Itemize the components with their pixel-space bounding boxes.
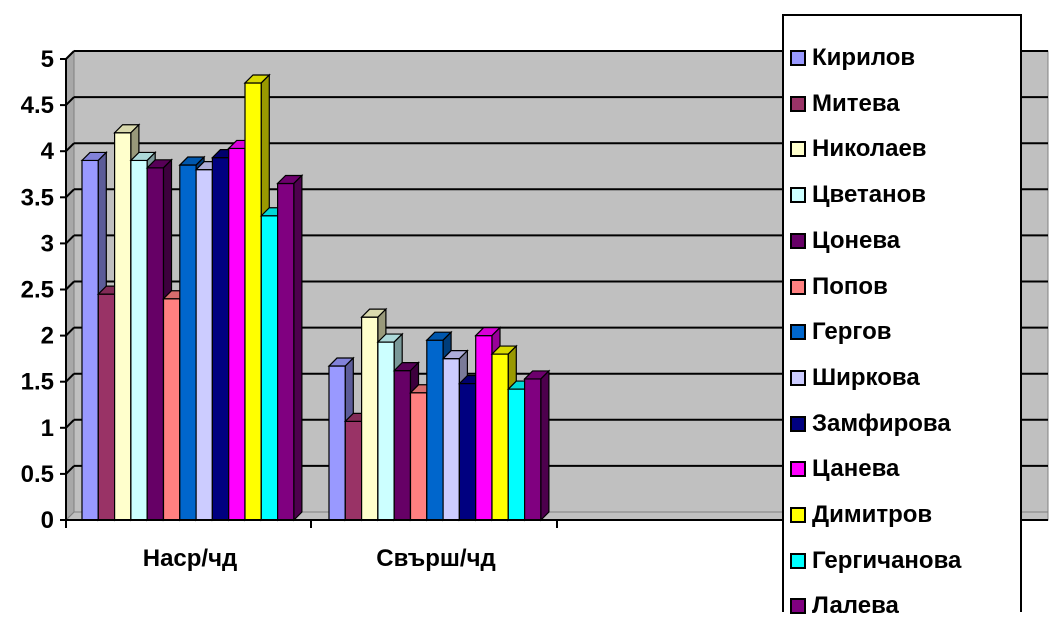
gridline-depth [65,465,75,475]
legend-swatch [790,415,806,432]
legend-item: Попов [790,267,888,307]
legend-label: Николаев [812,135,927,163]
legend-label: Димитров [812,501,933,528]
bar-front [81,159,99,521]
gridline-depth [65,50,75,60]
legend-swatch [790,95,806,112]
legend-swatch [790,461,806,478]
bar-front [211,157,230,521]
legend-label: Гергичанова [812,546,962,574]
legend-item: Гергичанова [790,541,961,581]
y-tick-label: 0.5 [21,461,54,488]
legend-label: Ширкова [812,363,920,391]
y-tick-label: 0 [41,507,54,534]
y-tick-label: 1 [41,415,54,442]
x-category-label: Наср/чд [143,545,238,572]
legend-item: Митева [790,84,900,124]
bar-front [328,365,346,521]
gridline-depth [65,372,75,383]
legend-item: Гергов [790,312,892,352]
gridline-depth [65,419,75,429]
bar-front [475,335,493,521]
legend-swatch [790,50,806,66]
legend-label: Кирилов [812,44,916,71]
bar-side [293,174,303,522]
legend-label: Митева [812,89,900,117]
legend-swatch [790,598,806,615]
bar-front [97,293,116,521]
y-tick-label: 2 [41,323,54,350]
bar-front [442,358,461,521]
bar-front [130,159,148,521]
bar-front [458,382,477,521]
bars [80,73,551,522]
legend-swatch [790,369,806,386]
legend-label: Цонева [812,226,901,254]
bar-front [277,182,295,521]
legend-item: Димитров [790,495,932,535]
legend-item: Цанева [790,449,899,489]
bar-front [113,132,132,521]
legend-label: Попов [812,272,888,300]
bar [523,369,551,522]
bar-front [377,341,395,521]
legend-item: Ширкова [790,358,920,398]
legend-label: Цанева [812,455,900,483]
y-tick-label: 5 [41,46,54,73]
bar-front [244,82,262,521]
legend-item: Кирилов [790,38,915,78]
legend: Кирилов Митева Николаев Цветанов Цонева Попов… [782,14,1022,619]
gridline-depth [65,142,75,152]
bar-front [260,215,279,521]
legend-item: Лалева [790,586,899,626]
legend-label: Замфирова [812,409,951,437]
legend-label: Лалева [812,592,899,620]
y-tick-label: 3.5 [21,184,54,211]
legend-swatch [790,552,806,569]
y-tick-label: 3 [41,230,54,257]
bar-front [409,392,428,521]
bar-front [426,339,444,521]
bar-front [228,147,246,521]
gridline-depth [65,234,75,245]
y-tick-label: 4 [41,138,55,165]
gridline-depth [65,280,75,291]
y-axis-ticks: 0 0.5 1 1.5 2 2.5 3 3.5 4 4.5 5 [21,46,55,534]
legend-item: Николаев [790,129,927,169]
bar-front [195,169,214,521]
legend-swatch [790,232,806,249]
legend-swatch [790,141,806,158]
x-axis-categories: Наср/чд Свърш/чд [143,545,496,572]
gridline-depth [65,326,75,337]
bar-side [540,369,550,522]
bar-front [523,378,542,521]
bar-front [393,370,412,521]
bar-front [179,164,197,521]
legend-swatch [790,278,806,295]
legend-item: Цветанов [790,175,926,215]
bar-front [344,420,363,521]
legend-label: Цветанов [812,181,927,209]
bar-front [507,388,526,521]
legend-swatch [790,324,806,341]
gridline-depth [65,96,75,106]
legend-swatch [790,187,806,204]
legend-item: Замфирова [790,404,951,444]
bar [276,174,304,522]
bar-front [361,316,379,521]
y-tick-label: 1.5 [21,369,54,396]
bar-front [162,298,181,521]
gridline-depth [65,188,75,199]
y-tick-label: 4.5 [21,92,54,119]
legend-item: Цонева [790,221,900,261]
bar-front [146,167,165,521]
legend-swatch [790,507,806,523]
x-category-label: Свърш/чд [376,545,495,572]
y-tick-label: 2.5 [21,277,54,304]
legend-label: Гергов [812,318,892,346]
bar-front [491,353,509,521]
